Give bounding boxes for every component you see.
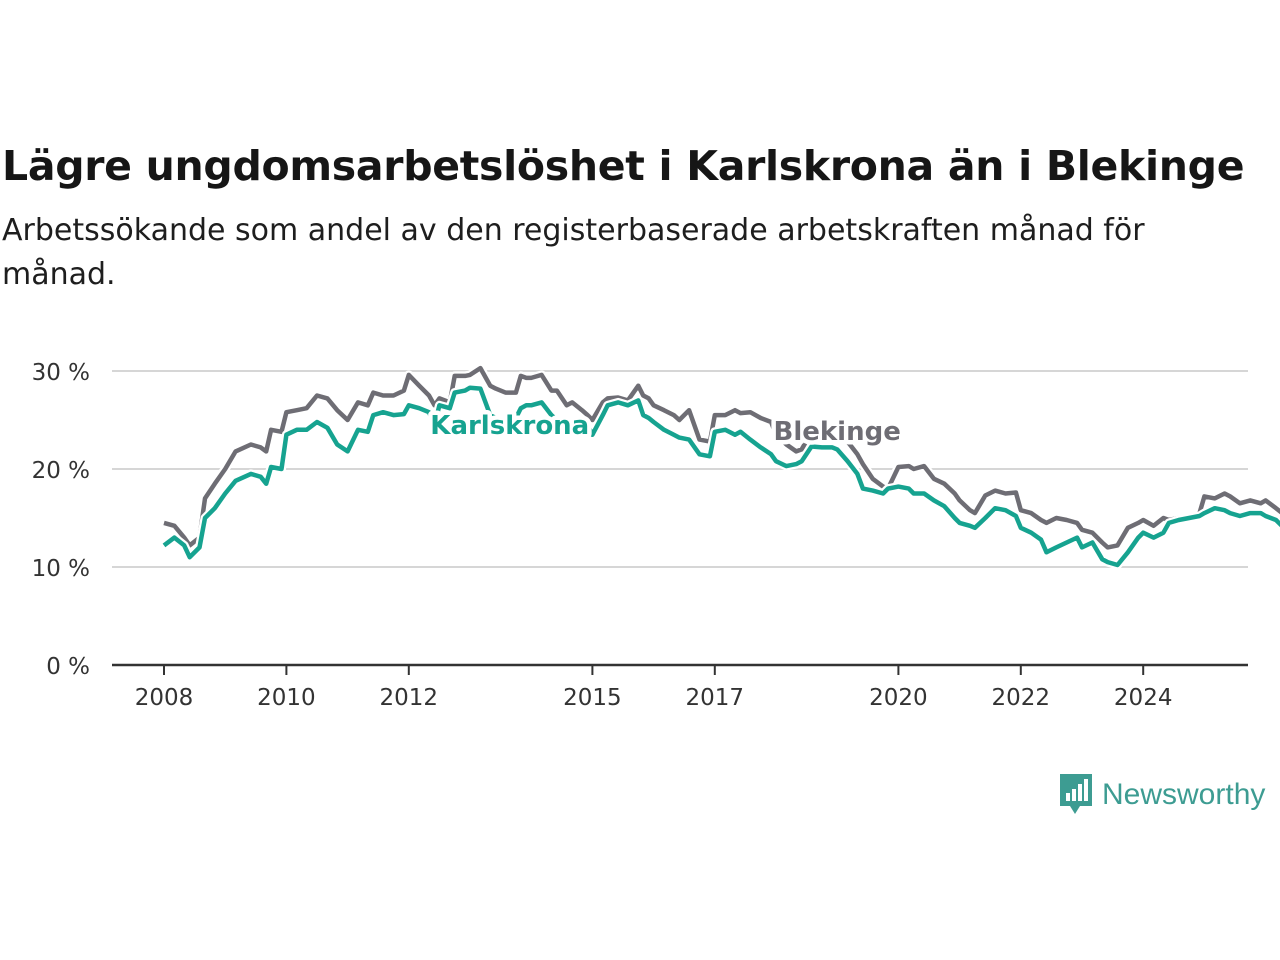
newsworthy-logo: Newsworthy [1058,772,1265,818]
y-tick-label: 30 % [32,360,90,386]
gridlines [112,370,1248,667]
x-axis-ticks: 2008 2010 2012 2015 2017 2020 2022 2024 [135,665,1173,711]
x-tick-label: 2017 [686,685,745,711]
y-axis-ticks: 0 % 10 % 20 % 30 % [32,360,90,680]
x-tick-label: 2010 [257,685,316,711]
series-halo-karlskrona [161,383,1280,570]
series-lines [161,363,1280,570]
x-tick-label: 2008 [135,685,194,711]
chart-title: Lägre ungdomsarbetslöshet i Karlskrona ä… [2,142,1245,190]
brand-name: Newsworthy [1102,778,1266,811]
series-line-blekinge [163,365,1280,550]
x-tick-label: 2012 [380,685,439,711]
y-tick-label: 10 % [32,556,90,582]
x-tick-label: 2015 [563,685,622,711]
x-tick-label: 2022 [992,685,1051,711]
y-tick-label: 0 % [46,654,90,680]
x-tick-label: 2020 [869,685,928,711]
bar-chart-bubble-icon [1060,774,1092,814]
series-line-karlskrona [162,385,1280,568]
chart-subtitle: Arbetssökande som andel av den registerb… [2,213,1145,292]
series-name-karlskrona: Karlskrona [430,411,589,441]
y-tick-label: 20 % [32,458,90,484]
x-tick-label: 2024 [1114,685,1173,711]
series-name-blekinge: Blekinge [774,417,901,447]
